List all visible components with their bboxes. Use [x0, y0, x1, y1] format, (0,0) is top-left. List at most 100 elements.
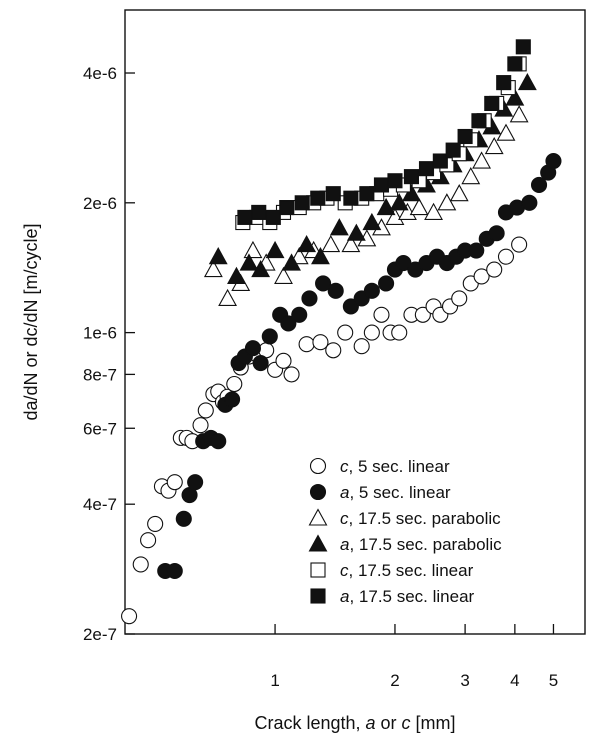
data-points	[121, 39, 562, 625]
legend-entry-label: , 17.5 sec. parabolic	[349, 535, 502, 554]
y-axis-ticks: 2e-7 4e-7 6e-7 8e-7 1e-6 2e-6 4e-6	[83, 64, 135, 644]
data-point	[325, 186, 341, 202]
data-point	[147, 515, 164, 532]
data-point	[321, 234, 341, 253]
y-axis-title: da/dN or dc/dN [m/cycle]	[21, 223, 41, 420]
data-point	[175, 510, 192, 527]
legend-entry-var: a	[340, 483, 349, 502]
data-point	[291, 306, 308, 323]
data-point	[486, 261, 503, 278]
series-5	[237, 39, 531, 225]
data-point	[265, 240, 285, 259]
data-point	[208, 247, 228, 265]
data-point	[471, 113, 487, 129]
x-axis-title-suffix: [mm]	[411, 713, 456, 733]
data-point	[226, 375, 243, 393]
data-point	[484, 95, 500, 111]
data-point	[192, 417, 209, 434]
x-axis-title-var-a: a	[366, 713, 376, 733]
data-point	[457, 128, 473, 145]
legend-entry: c, 17.5 sec. parabolic	[340, 509, 501, 528]
data-point	[310, 190, 326, 206]
data-point	[509, 105, 529, 123]
y-tick-label: 1e-6	[83, 324, 117, 343]
data-point	[507, 56, 523, 72]
data-point	[378, 275, 395, 292]
plot-frame	[124, 9, 586, 635]
data-point	[166, 562, 183, 580]
data-point	[521, 194, 538, 211]
x-axis-title-var-c: c	[402, 713, 411, 733]
data-point	[515, 39, 531, 55]
data-point	[517, 72, 537, 91]
x-tick-label: 3	[460, 671, 469, 690]
data-point	[187, 474, 204, 491]
data-point	[251, 204, 267, 220]
data-point	[283, 366, 300, 383]
data-point	[545, 152, 562, 170]
y-tick-label: 8e-7	[83, 365, 117, 384]
data-point	[449, 184, 469, 202]
data-point	[391, 324, 408, 341]
legend-entry: a, 17.5 sec. parabolic	[340, 535, 502, 554]
data-point	[359, 186, 375, 202]
data-point	[402, 184, 421, 202]
data-point	[437, 193, 457, 211]
legend-entry: a, 17.5 sec. linear	[340, 587, 475, 606]
legend-entry-label: , 5 sec. linear	[349, 457, 450, 476]
data-point	[451, 290, 468, 307]
data-point	[243, 240, 263, 259]
data-point	[468, 242, 485, 259]
data-point	[140, 532, 157, 549]
data-point	[376, 197, 396, 216]
y-tick-label: 4e-6	[83, 64, 117, 83]
legend-entry-var: c	[340, 561, 349, 580]
data-point	[373, 306, 390, 323]
data-point	[132, 556, 149, 573]
data-point	[511, 236, 528, 253]
data-point	[461, 166, 481, 185]
data-point	[497, 248, 515, 265]
y-tick-label: 4e-7	[83, 495, 117, 514]
data-point	[484, 136, 504, 155]
data-point	[496, 123, 516, 141]
data-point	[315, 275, 332, 292]
data-point	[363, 324, 380, 341]
data-point	[279, 200, 295, 216]
data-point	[432, 153, 448, 169]
data-point	[224, 391, 241, 408]
x-tick-label: 1	[270, 671, 279, 690]
data-point	[311, 247, 330, 265]
data-point	[505, 88, 525, 106]
data-point	[473, 268, 490, 285]
data-point	[252, 354, 269, 372]
legend-entry-var: c	[340, 457, 349, 476]
data-point	[297, 234, 317, 253]
data-point	[237, 209, 253, 225]
legend-entry-label: , 17.5 sec. linear	[349, 587, 474, 606]
data-point	[472, 151, 492, 169]
data-point	[363, 282, 380, 299]
data-point	[373, 177, 390, 193]
data-point	[239, 253, 259, 271]
data-point	[414, 306, 431, 323]
data-point	[298, 336, 315, 353]
data-point	[210, 433, 227, 450]
data-point	[488, 225, 505, 242]
data-point	[387, 173, 403, 189]
data-point	[294, 195, 310, 211]
data-point	[353, 338, 370, 355]
data-point	[261, 328, 278, 345]
data-point	[389, 193, 409, 211]
data-point	[343, 190, 359, 206]
y-tick-label: 2e-6	[83, 194, 117, 213]
data-point	[445, 142, 461, 158]
data-point	[424, 202, 443, 220]
data-point	[275, 352, 292, 369]
x-tick-label: 5	[549, 671, 558, 690]
data-point	[496, 75, 512, 91]
x-tick-label: 4	[510, 671, 519, 690]
data-point	[244, 340, 261, 357]
